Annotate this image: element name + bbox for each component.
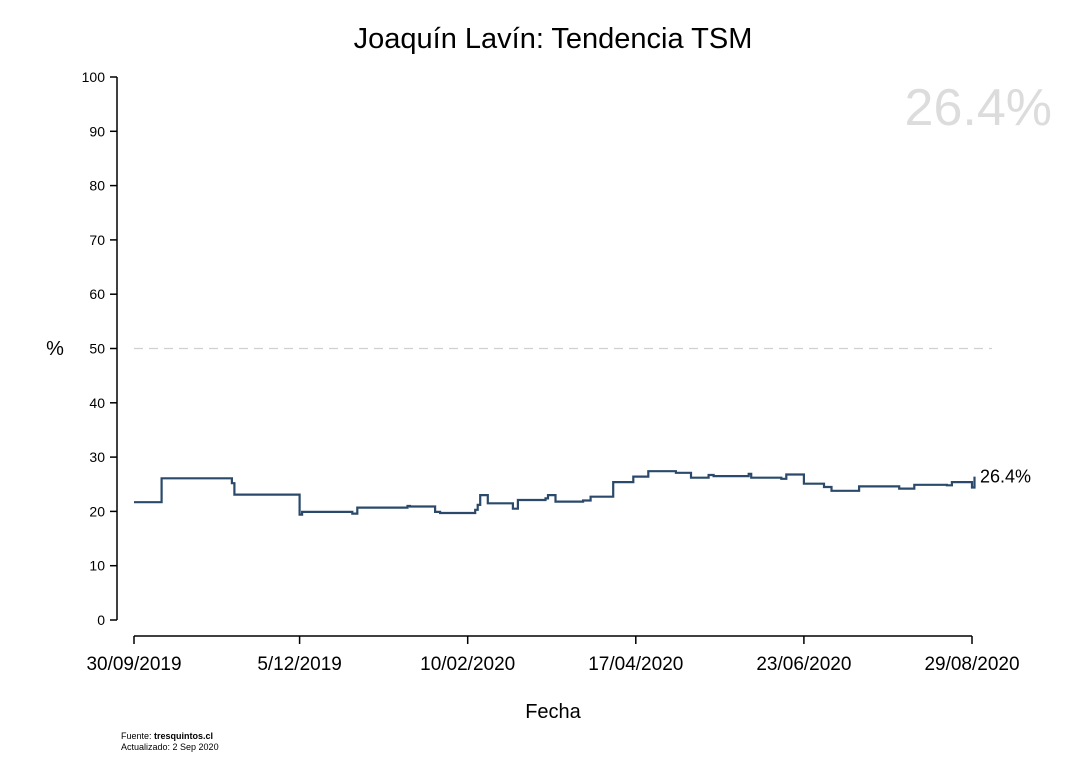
source-prefix: Fuente: [121,731,155,741]
series-layer [134,470,976,516]
x-axis-title: Fecha [525,701,581,723]
y-tick-label: 10 [89,558,105,574]
y-tick-label: 30 [89,449,105,465]
y-tick-label: 20 [89,503,105,519]
source-line: Fuente: tresquintos.cl [121,731,219,742]
y-tick-label: 100 [82,69,106,85]
x-tick-label: 23/06/2020 [756,654,851,675]
y-axis: 0 10 20 30 40 50 60 70 80 90 100 [82,69,118,628]
end-value-label: 26.4% [980,467,1031,487]
current-value-watermark: 26.4% [905,79,1052,137]
updated-line: Actualizado: 2 Sep 2020 [121,742,219,752]
y-axis-title: % [46,338,64,360]
y-tick-label: 40 [89,395,105,411]
y-tick-label: 60 [89,286,105,302]
x-tick-label: 5/12/2019 [257,654,342,675]
x-axis: 30/09/2019 5/12/2019 10/02/2020 17/04/2020 2… [86,635,1020,675]
series-line [134,470,976,516]
x-tick-label: 10/02/2020 [420,654,515,675]
x-tick-label: 29/08/2020 [924,654,1019,675]
x-tick-label: 30/09/2019 [86,654,181,675]
y-tick-label: 90 [89,123,105,139]
y-tick-label: 0 [97,612,105,628]
chart-title: Joaquín Lavín: Tendencia TSM [354,23,753,55]
y-tick-label: 70 [89,232,105,248]
source-name: tresquintos.cl [154,731,214,741]
y-tick-label: 80 [89,178,105,194]
source-note: Fuente: tresquintos.cl Actualizado: 2 Se… [121,731,219,753]
x-tick-label: 17/04/2020 [588,654,683,675]
y-tick-label: 50 [89,341,105,357]
